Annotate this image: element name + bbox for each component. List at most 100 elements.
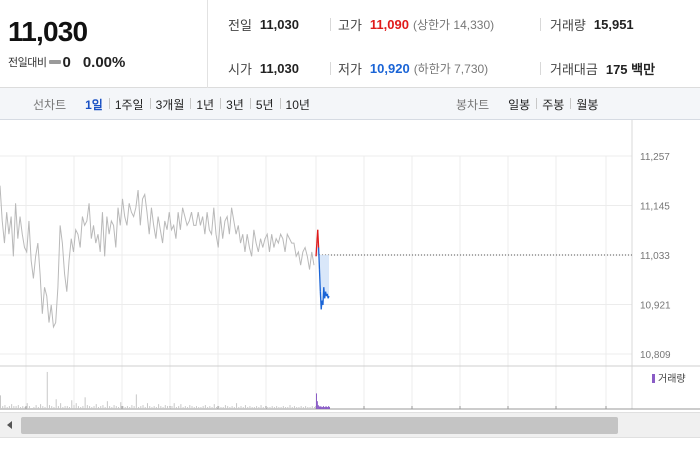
volume-bar	[207, 407, 209, 409]
scroll-left-arrow-icon[interactable]	[0, 413, 20, 437]
volume-bar	[251, 407, 253, 409]
volume-bar	[69, 407, 71, 409]
y-tick-label: 11,033	[640, 251, 670, 262]
volume-bar	[171, 406, 173, 409]
volume-bar	[82, 406, 84, 409]
volume-bar	[164, 405, 166, 409]
volume-bar	[142, 405, 144, 409]
high-cell: 고가 11,090 (상한가 14,330)	[338, 15, 494, 33]
tab-daily-candle[interactable]: 일봉	[508, 97, 531, 112]
volume-bar	[0, 395, 1, 409]
volume-bar-recent	[326, 407, 328, 409]
volume-bar	[160, 406, 162, 409]
price-summary: 11,030 전일대비 0 0.00% 전일 11,030 고가 11,090 …	[0, 0, 700, 88]
volume-bar	[106, 401, 108, 409]
volume-bar	[265, 406, 267, 409]
volume-bar	[140, 406, 142, 409]
y-axis-ticks: 11,257 11,145 11,033 10,921 10,809	[640, 152, 671, 361]
volume-bar	[113, 405, 115, 409]
volume-bar	[71, 400, 73, 409]
volume-legend-label: 거래량	[658, 373, 686, 385]
volume-bar	[244, 405, 246, 409]
volume-bar	[200, 407, 202, 409]
volume-bar	[258, 407, 260, 409]
volume-bar	[173, 403, 175, 409]
tab-1w[interactable]: 1주일	[108, 96, 150, 113]
current-price: 11,030	[8, 16, 88, 47]
volume-bar	[84, 397, 86, 409]
tab-3m[interactable]: 3개월	[149, 96, 191, 113]
open-label: 시가	[228, 61, 252, 77]
volume-label: 거래량	[550, 17, 586, 33]
volume-bar	[167, 406, 169, 409]
volume-bar-recent	[325, 406, 327, 409]
volume-bar	[73, 405, 75, 409]
volume-bar	[64, 406, 66, 409]
intraday-chart[interactable]: 11,257 11,145 11,033 10,921 10,809 거래량	[0, 120, 700, 410]
candle-chart-tabs: 봉차트 일봉 주봉 월봉	[456, 88, 604, 120]
line-chart-tabs: 선차트 1일 1주일 3개월 1년 3년 5년 10년	[33, 88, 316, 120]
volume-bar	[44, 407, 46, 409]
tab-5y[interactable]: 5년	[249, 96, 280, 113]
volume-bar	[37, 407, 39, 409]
volume-bar	[40, 404, 42, 409]
volume-bar	[46, 371, 48, 409]
volume-bar	[31, 408, 33, 409]
volume-bar	[224, 405, 226, 409]
current-price-panel: 11,030 전일대비 0 0.00%	[0, 0, 208, 88]
volume-bar	[256, 406, 258, 409]
volume-bar	[57, 406, 59, 409]
change-label: 전일대비	[8, 57, 47, 69]
volume-bar	[129, 407, 131, 409]
high-value: 11,090	[369, 16, 409, 32]
amount-cell: 거래대금 175 백만	[550, 59, 655, 77]
chart-scrollbar[interactable]	[0, 412, 700, 438]
volume-bar	[35, 405, 37, 409]
scroll-thumb[interactable]	[21, 417, 618, 434]
tab-1d[interactable]: 1일	[85, 97, 103, 112]
volume-bar	[111, 407, 113, 409]
prev-close-label: 전일	[228, 17, 252, 33]
price-line-layer	[0, 185, 632, 329]
divider	[330, 18, 331, 31]
volume-bar	[131, 405, 133, 409]
volume-bar	[291, 407, 293, 409]
volume-bar	[124, 407, 126, 409]
volume-bar	[278, 407, 280, 409]
tab-1y[interactable]: 1년	[190, 96, 220, 113]
volume-bar	[122, 406, 124, 409]
volume-bar	[153, 406, 155, 409]
volume-bar	[260, 405, 262, 409]
volume-bar	[182, 407, 184, 409]
volume-bar	[2, 406, 4, 409]
today-price-segment	[327, 295, 330, 299]
volume-bar	[13, 406, 15, 409]
volume-bar	[15, 406, 17, 409]
volume-bar-recent	[319, 407, 321, 409]
volume-bar	[144, 407, 146, 409]
volume-bar	[26, 403, 28, 409]
volume-bar	[307, 407, 309, 409]
volume-bar	[187, 407, 189, 409]
volume-bar-recent	[322, 407, 324, 409]
volume-bar	[115, 406, 117, 409]
volume-bar	[293, 406, 295, 409]
line-chart-title: 선차트	[33, 97, 67, 112]
tab-weekly-candle[interactable]: 주봉	[536, 96, 570, 113]
volume-bars-layer	[0, 371, 330, 409]
today-price-area	[316, 229, 329, 310]
candle-chart-title: 봉차트	[456, 97, 490, 112]
volume-bar	[20, 407, 22, 409]
volume-bar	[24, 407, 26, 409]
volume-legend-swatch	[652, 374, 655, 383]
volume-bar-recent	[324, 407, 326, 409]
tab-10y[interactable]: 10년	[279, 96, 316, 113]
volume-bar	[6, 407, 8, 409]
volume-bar	[80, 407, 82, 409]
volume-bar-recent	[320, 406, 322, 409]
chart-grid	[0, 120, 700, 410]
tab-monthly-candle[interactable]: 월봉	[570, 96, 604, 113]
divider	[330, 62, 331, 75]
tab-3y[interactable]: 3년	[220, 96, 250, 113]
volume-bar	[204, 405, 206, 409]
